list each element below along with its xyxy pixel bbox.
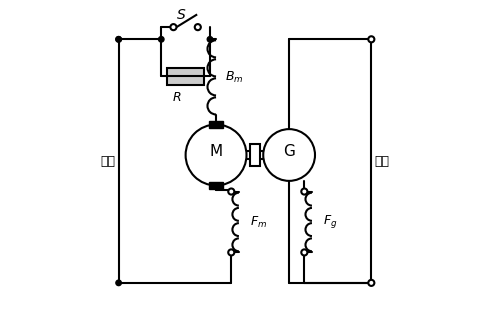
Text: $R$: $R$ [172,91,181,104]
Text: $B_m$: $B_m$ [225,70,244,85]
Circle shape [228,188,234,195]
Circle shape [263,129,315,181]
Circle shape [185,125,246,185]
Circle shape [368,280,374,286]
Bar [167,68,204,85]
Circle shape [368,36,374,42]
Text: $F_m$: $F_m$ [249,215,267,229]
Text: M: M [210,144,223,159]
Bar [209,121,223,128]
Circle shape [207,37,212,42]
Circle shape [159,37,164,42]
Circle shape [116,37,121,42]
Text: 电源: 电源 [101,155,115,168]
Circle shape [171,24,176,30]
Text: $F_g$: $F_g$ [322,214,337,230]
Circle shape [301,188,308,195]
Circle shape [116,37,121,42]
Text: 负载: 负载 [374,155,389,168]
Bar [209,182,223,189]
Text: G: G [283,144,295,159]
Circle shape [116,280,121,286]
Circle shape [195,24,201,30]
Circle shape [301,249,308,255]
Text: $S$: $S$ [176,8,186,22]
Circle shape [228,249,234,255]
Bar [250,144,260,166]
